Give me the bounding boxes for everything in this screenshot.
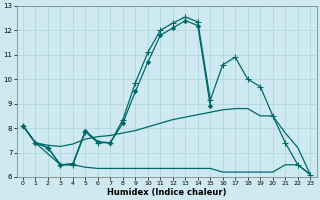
X-axis label: Humidex (Indice chaleur): Humidex (Indice chaleur) xyxy=(107,188,226,197)
